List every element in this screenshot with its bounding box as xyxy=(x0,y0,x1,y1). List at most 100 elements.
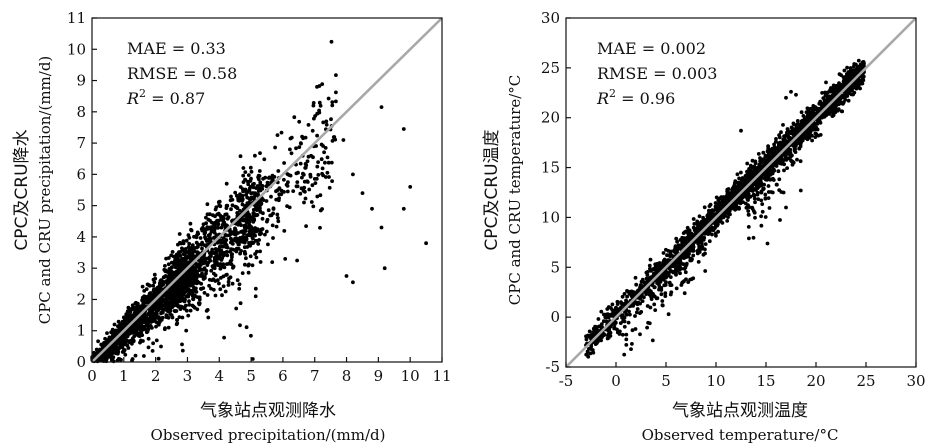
temperature-point xyxy=(750,186,755,191)
temperature-point xyxy=(645,270,650,274)
temperature-point xyxy=(759,223,764,228)
temperature-point xyxy=(712,226,717,230)
temperature-point xyxy=(660,303,665,307)
precipitation-point xyxy=(310,128,315,133)
precipitation-point xyxy=(323,160,327,165)
precipitation-point xyxy=(237,221,242,225)
temperature-point xyxy=(682,291,687,296)
temperature-point xyxy=(770,190,775,195)
temperature-point xyxy=(837,72,842,76)
precipitation-point xyxy=(250,236,255,240)
precipitation-point xyxy=(212,221,217,226)
precipitation-point xyxy=(257,169,262,173)
precipitation-point xyxy=(273,145,277,150)
temperature-point xyxy=(584,352,589,357)
temperature-point xyxy=(753,200,757,205)
temperature-point xyxy=(754,170,758,175)
temperature-point xyxy=(618,305,623,310)
temperature-point xyxy=(756,152,761,156)
temperature-point xyxy=(793,150,798,155)
precipitation-point xyxy=(298,141,303,146)
precipitation-point xyxy=(237,286,242,291)
precipitation-point xyxy=(147,310,152,314)
precipitation-point xyxy=(212,255,217,260)
temperature-point xyxy=(840,93,844,98)
temperature-point xyxy=(683,270,688,275)
temperature-point xyxy=(647,321,652,326)
precipitation-point xyxy=(148,313,153,318)
temperature-point xyxy=(727,195,731,200)
precipitation-point xyxy=(192,249,197,254)
temperature-point xyxy=(768,177,773,182)
precipitation-y-tick-label: 3 xyxy=(76,259,86,277)
precipitation-point xyxy=(183,303,188,308)
precipitation-identity-line xyxy=(91,17,443,363)
precipitation-point xyxy=(180,348,185,353)
precipitation-point xyxy=(294,146,298,151)
precipitation-point xyxy=(180,292,185,297)
precipitation-point xyxy=(217,281,221,286)
precipitation-point xyxy=(308,172,313,177)
precipitation-point xyxy=(179,260,184,264)
temperature-point xyxy=(824,99,829,104)
precipitation-point xyxy=(226,283,231,287)
precipitation-point xyxy=(144,316,149,320)
precipitation-point xyxy=(194,235,199,240)
temperature-point xyxy=(635,307,640,311)
precipitation-point xyxy=(197,280,201,285)
temperature-point xyxy=(811,104,816,108)
precipitation-point xyxy=(173,299,178,303)
temperature-point xyxy=(663,294,668,298)
precipitation-point xyxy=(249,225,254,229)
precipitation-point xyxy=(213,247,218,251)
precipitation-point xyxy=(256,242,261,246)
precipitation-point xyxy=(187,241,192,246)
temperature-point xyxy=(648,257,653,262)
precipitation-point xyxy=(102,341,106,345)
precipitation-point xyxy=(254,249,259,254)
precipitation-point xyxy=(192,269,197,273)
temperature-point xyxy=(785,130,789,135)
precipitation-point xyxy=(92,350,96,355)
precipitation-point xyxy=(178,240,182,245)
precipitation-r2-sup: 2 xyxy=(139,87,146,100)
precipitation-point xyxy=(229,194,233,199)
precipitation-point xyxy=(401,206,406,211)
temperature-point xyxy=(624,332,629,337)
precipitation-point xyxy=(243,262,247,267)
temperature-point xyxy=(750,173,755,178)
precipitation-point xyxy=(212,271,216,276)
precipitation-point xyxy=(234,249,239,254)
precipitation-point xyxy=(230,203,235,208)
precipitation-point xyxy=(112,322,117,327)
temperature-point xyxy=(657,261,662,265)
temperature-point xyxy=(843,91,848,96)
precipitation-point xyxy=(320,166,325,171)
temperature-point xyxy=(668,283,673,287)
precipitation-point xyxy=(140,284,145,289)
precipitation-x-tick-label: 0 xyxy=(87,367,97,385)
precipitation-point xyxy=(219,276,223,280)
temperature-point xyxy=(692,228,697,233)
precipitation-point xyxy=(288,147,292,152)
precipitation-point xyxy=(134,327,139,332)
temperature-point xyxy=(816,133,821,138)
precipitation-point xyxy=(225,245,230,250)
precipitation-point xyxy=(327,185,332,190)
precipitation-point xyxy=(313,181,318,186)
precipitation-point xyxy=(276,198,281,203)
precipitation-point xyxy=(184,308,189,313)
temperature-point xyxy=(684,277,688,282)
precipitation-point xyxy=(214,251,219,256)
temperature-point xyxy=(703,242,708,247)
temperature-point xyxy=(691,253,696,258)
precipitation-point xyxy=(298,161,303,166)
temperature-point xyxy=(841,84,845,88)
precipitation-point xyxy=(218,287,223,292)
precipitation-point xyxy=(224,262,229,266)
precipitation-point xyxy=(258,198,263,203)
temperature-point xyxy=(748,166,753,171)
precipitation-point xyxy=(424,241,428,246)
precipitation-point xyxy=(130,331,135,335)
